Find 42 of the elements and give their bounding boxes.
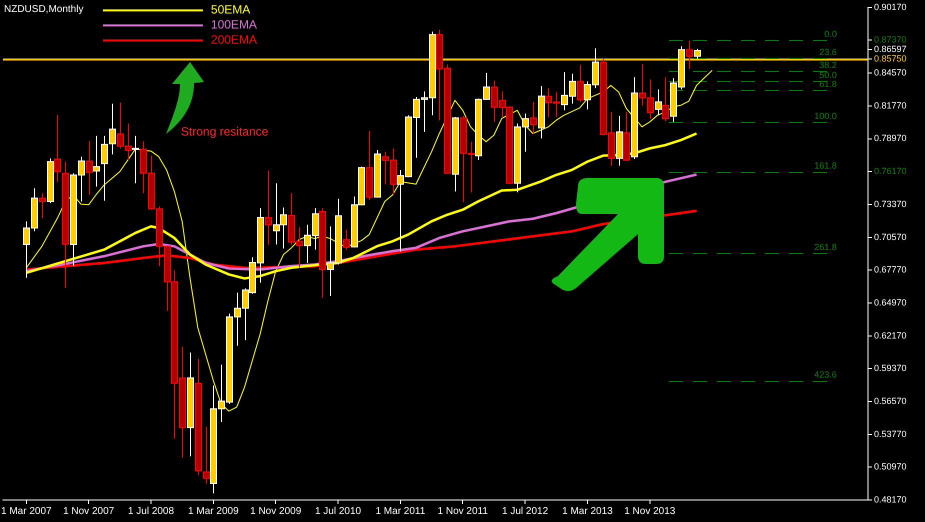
y-tick-label: 0.56570 xyxy=(874,396,907,406)
x-tick-label: 1 Jul 2012 xyxy=(502,506,549,517)
y-tick-label: 0.59370 xyxy=(874,363,907,374)
annotation: Strong resitance xyxy=(180,124,269,139)
annotation: 261.8 xyxy=(814,242,837,252)
x-tick-label: 1 Nov 2009 xyxy=(250,506,302,517)
y-tick-label: 0.53770 xyxy=(874,428,907,439)
x-tick-label: 1 Nov 2011 xyxy=(438,506,488,517)
annotation: 161.8 xyxy=(814,160,837,171)
y-tick-label: 0.64970 xyxy=(874,297,907,308)
text: 50EMA xyxy=(210,2,250,17)
y-tick-label: 0.67770 xyxy=(874,264,907,275)
x-tick-label: 1 Jul 2008 xyxy=(128,506,174,517)
y-tick-label: 0.62170 xyxy=(874,330,907,340)
y-tick-label: 0.84570 xyxy=(874,68,907,78)
annotation: 0.0 xyxy=(824,29,837,40)
annotation: 50.0 xyxy=(819,70,837,80)
y-tick-label: 0.73370 xyxy=(874,198,907,209)
x-tick-label: 1 Jul 2010 xyxy=(314,506,362,517)
y-tick-label: 0.70570 xyxy=(874,232,907,242)
y-tick-label: 0.78970 xyxy=(874,133,907,144)
x-tick-label: 1 Mar 2011 xyxy=(375,506,426,517)
y-tick-label: 0.85750 xyxy=(874,54,907,64)
x-tick-label: 1 Mar 2013 xyxy=(562,506,614,517)
x-tick-label: 1 Nov 2013 xyxy=(624,506,676,517)
annotation: 23.6 xyxy=(819,47,837,58)
x-tick-label: 1 Mar 2009 xyxy=(188,506,240,517)
text: 100EMA xyxy=(210,18,257,32)
y-tick-label: 0.87370 xyxy=(874,34,907,45)
chart-title: NZDUSD,Monthly xyxy=(4,4,84,15)
annotation: 100.0 xyxy=(814,110,837,121)
y-tick-label: 0.81770 xyxy=(874,100,907,110)
x-tick-label: 1 Mar 2007 xyxy=(0,506,52,517)
y-tick-label: 0.50970 xyxy=(874,462,907,472)
text: 200EMA xyxy=(210,32,257,47)
y-tick-label: 0.76170 xyxy=(874,166,907,176)
annotation: 38.2 xyxy=(819,60,837,70)
annotation: 423.6 xyxy=(814,370,837,380)
y-tick-label: 0.86597 xyxy=(874,44,907,54)
x-tick-label: 1 Nov 2007 xyxy=(63,506,115,517)
y-tick-label: 0.48170 xyxy=(874,494,907,504)
y-tick-label: 0.90170 xyxy=(874,2,907,12)
